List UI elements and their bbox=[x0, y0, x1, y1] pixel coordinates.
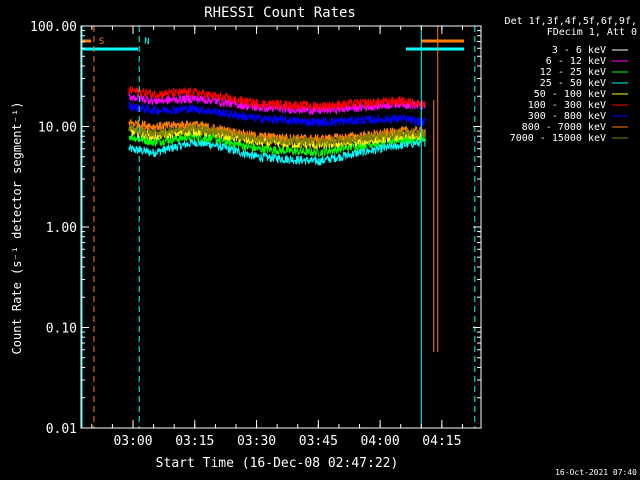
text-layer: RHESSI Count Rates Start Time (16-Dec-08… bbox=[10, 5, 637, 477]
legend-label-4: 50 - 100 keV bbox=[534, 89, 606, 100]
y-axis-label: Count Rate (s⁻¹ detector segment⁻¹) bbox=[10, 102, 24, 355]
legend-label-0: 3 - 6 keV bbox=[552, 45, 606, 56]
legend-label-6: 300 - 800 keV bbox=[528, 111, 606, 122]
x-tick-label-3: 03:45 bbox=[299, 434, 338, 449]
x-tick-label-1: 03:15 bbox=[175, 434, 214, 449]
legend-header-line-0: Det 1f,3f,4f,5f,6f,9f, bbox=[505, 16, 637, 27]
legend-label-8: 7000 - 15000 keV bbox=[510, 133, 606, 144]
series-line-300-800-kev bbox=[128, 102, 426, 128]
series-layer bbox=[128, 85, 426, 167]
series-line-25-50-kev bbox=[128, 136, 426, 167]
x-tick-label-0: 03:00 bbox=[113, 434, 152, 449]
y-tick-label-2: 1.00 bbox=[46, 221, 77, 236]
series-line-100-300-kev bbox=[128, 85, 426, 111]
series-line-7000-15000-kev bbox=[128, 124, 426, 148]
marker-label-n: N bbox=[144, 37, 149, 47]
x-tick-label-5: 04:15 bbox=[422, 434, 461, 449]
legend: Det 1f,3f,4f,5f,6f,9f,FDecim 1, Att 0 3 -… bbox=[505, 16, 637, 144]
x-tick-label-4: 04:00 bbox=[361, 434, 400, 449]
y-tick-label-3: 10.00 bbox=[38, 121, 77, 136]
y-tick-label-4: 100.00 bbox=[30, 20, 77, 35]
chart-title: RHESSI Count Rates bbox=[204, 5, 356, 21]
footer-timestamp: 16-Oct-2021 07:40 bbox=[555, 468, 637, 477]
axes-layer: 0.01 0.10 1.00 10.00 100.00 03:00 03:15 03:30 03… bbox=[30, 20, 482, 449]
legend-label-1: 6 - 12 keV bbox=[546, 56, 606, 67]
flag-bars-layer bbox=[81, 26, 464, 428]
legend-label-3: 25 - 50 keV bbox=[540, 78, 606, 89]
legend-label-7: 800 - 7000 keV bbox=[522, 122, 606, 133]
y-tick-label-1: 0.10 bbox=[46, 322, 77, 337]
legend-label-2: 12 - 25 keV bbox=[540, 67, 606, 78]
x-tick-label-2: 03:30 bbox=[237, 434, 276, 449]
marker-label-s: S bbox=[99, 37, 104, 47]
x-axis-label: Start Time (16-Dec-08 02:47:22) bbox=[156, 456, 399, 471]
legend-label-5: 100 - 300 keV bbox=[528, 100, 606, 111]
y-tick-label-0: 0.01 bbox=[46, 422, 77, 437]
legend-header-line-1: FDecim 1, Att 0 bbox=[547, 27, 637, 38]
